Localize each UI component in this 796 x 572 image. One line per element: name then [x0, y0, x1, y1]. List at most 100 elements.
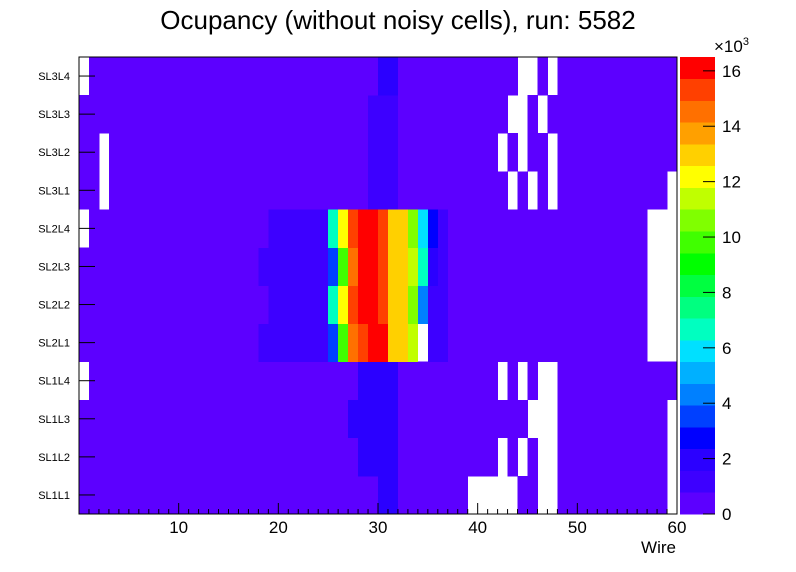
- cell-sl3l1-w31: [378, 171, 389, 210]
- cell-sl3l1-w35: [417, 171, 429, 210]
- cell-sl2l2-w25: [318, 285, 329, 324]
- cell-sl3l4-w31: [378, 57, 389, 96]
- cell-sl3l3-w40: [467, 95, 479, 134]
- cell-sl3l4-w54: [607, 57, 618, 96]
- cell-sl3l1-w19: [258, 171, 269, 210]
- cell-sl3l2-w16: [228, 133, 239, 172]
- cell-sl3l2-w15: [218, 133, 229, 172]
- cell-sl2l3-w7: [138, 247, 150, 286]
- color-scale-segment: [680, 339, 715, 363]
- cell-sl2l1-w11: [178, 323, 189, 363]
- cell-sl3l4-w60: [667, 57, 678, 96]
- color-scale-axis: ×103 0 2 4 6 8 10 12 14 16: [703, 36, 749, 524]
- cell-sl3l1-w50: [567, 171, 578, 210]
- cell-sl1l3-w43: [497, 399, 508, 439]
- cell-sl1l3-w57: [637, 399, 648, 439]
- cell-sl3l1-w30: [368, 171, 379, 210]
- cell-sl3l2-w4: [108, 133, 120, 172]
- cell-sl3l4-w19: [258, 57, 269, 96]
- cell-sl1l2-w57: [637, 437, 648, 477]
- cell-sl1l1-w55: [617, 475, 628, 515]
- cell-sl2l4-w8: [148, 209, 160, 248]
- cell-sl2l3-w47: [537, 247, 548, 286]
- cell-sl1l1-w38: [447, 475, 459, 515]
- cell-sl3l3-w23: [298, 95, 309, 134]
- cell-sl2l1-w14: [208, 323, 219, 363]
- cell-sl1l3-w53: [597, 399, 608, 439]
- cell-sl3l4-w30: [368, 57, 379, 96]
- cell-sl2l1-w18: [248, 323, 259, 363]
- x-tick-label-60: 60: [668, 518, 687, 537]
- cell-sl2l4-w14: [208, 209, 219, 248]
- cell-sl2l3-w50: [567, 247, 578, 286]
- cell-sl3l1-w22: [288, 171, 299, 210]
- cell-sl2l4-w51: [577, 209, 588, 248]
- cell-sl2l3-w25: [318, 247, 329, 286]
- cell-sl2l4-w23: [298, 209, 309, 248]
- cell-sl3l3-w56: [627, 95, 638, 134]
- cell-sl2l2-w40: [467, 285, 479, 324]
- heatmap-cells: [79, 57, 678, 515]
- cell-sl2l3-w21: [278, 247, 289, 286]
- cell-sl2l1-w45: [517, 323, 528, 363]
- x-tick-label-30: 30: [369, 518, 388, 537]
- cell-sl1l3-w54: [607, 399, 618, 439]
- cell-sl2l3-w35: [417, 247, 429, 286]
- cell-sl1l3-w3: [98, 399, 110, 439]
- cell-sl1l2-w39: [457, 437, 469, 477]
- cell-sl1l4-w22: [288, 361, 299, 401]
- cell-sl2l4-w53: [597, 209, 608, 248]
- cell-sl2l2-w14: [208, 285, 219, 324]
- cell-sl1l4-w23: [298, 361, 309, 401]
- cell-sl2l1-w8: [148, 323, 160, 363]
- cell-sl1l3-w58: [647, 399, 658, 439]
- cell-sl1l1-w14: [208, 475, 219, 515]
- cell-sl1l4-w54: [607, 361, 618, 401]
- cell-sl3l3-w28: [348, 95, 359, 134]
- heatmap-row-sl3l2: [79, 133, 678, 172]
- cell-sl2l2-w31: [378, 285, 389, 324]
- cell-sl2l2-w42: [487, 285, 498, 324]
- cell-sl2l1-w24: [308, 323, 319, 363]
- cell-sl2l3-w38: [447, 247, 459, 286]
- cell-sl2l4-w13: [198, 209, 209, 248]
- cell-sl2l2-w23: [298, 285, 309, 324]
- cell-sl3l4-w28: [348, 57, 359, 96]
- cell-sl1l1-w7: [138, 475, 150, 515]
- cell-sl1l4-w60: [667, 361, 678, 401]
- cell-sl2l1-w15: [218, 323, 229, 363]
- cell-sl2l3-w18: [248, 247, 259, 286]
- cell-sl1l1-w37: [437, 475, 449, 515]
- cell-sl2l4-w26: [328, 209, 339, 248]
- cell-sl1l2-w14: [208, 437, 219, 477]
- cell-sl3l4-w47: [537, 57, 548, 96]
- cell-sl2l3-w8: [148, 247, 160, 286]
- cell-sl1l4-w25: [318, 361, 329, 401]
- cell-sl3l1-w4: [108, 171, 120, 210]
- cell-sl3l3-w3: [98, 95, 110, 134]
- cell-sl2l2-w36: [427, 285, 439, 324]
- cell-sl1l1-w24: [308, 475, 319, 515]
- cell-sl1l4-w52: [587, 361, 598, 401]
- cell-sl2l1-w55: [617, 323, 628, 363]
- heatmap-row-sl3l3: [79, 95, 678, 134]
- heatmap-row-sl2l4: [88, 209, 648, 248]
- cell-sl3l3-w4: [108, 95, 120, 134]
- color-scale-label-0: 0: [722, 505, 731, 524]
- cell-sl1l2-w4: [108, 437, 120, 477]
- cell-sl3l4-w36: [427, 57, 439, 96]
- cell-sl3l1-w11: [178, 171, 189, 210]
- cell-sl3l4-w8: [148, 57, 160, 96]
- cell-sl3l3-w59: [657, 95, 668, 134]
- cell-sl2l3-w43: [497, 247, 508, 286]
- cell-sl2l2-w10: [168, 285, 180, 324]
- cell-sl2l3-w3: [98, 247, 110, 286]
- cell-sl1l3-w52: [587, 399, 598, 439]
- cell-sl3l3-w34: [407, 95, 419, 134]
- heatmap-row-sl3l4: [88, 57, 678, 96]
- cell-sl1l1-w26: [328, 475, 339, 515]
- cell-sl2l4-w46: [527, 209, 538, 248]
- cell-sl1l2-w38: [447, 437, 459, 477]
- cell-sl3l2-w9: [158, 133, 170, 172]
- cell-sl2l1-w36: [427, 323, 439, 363]
